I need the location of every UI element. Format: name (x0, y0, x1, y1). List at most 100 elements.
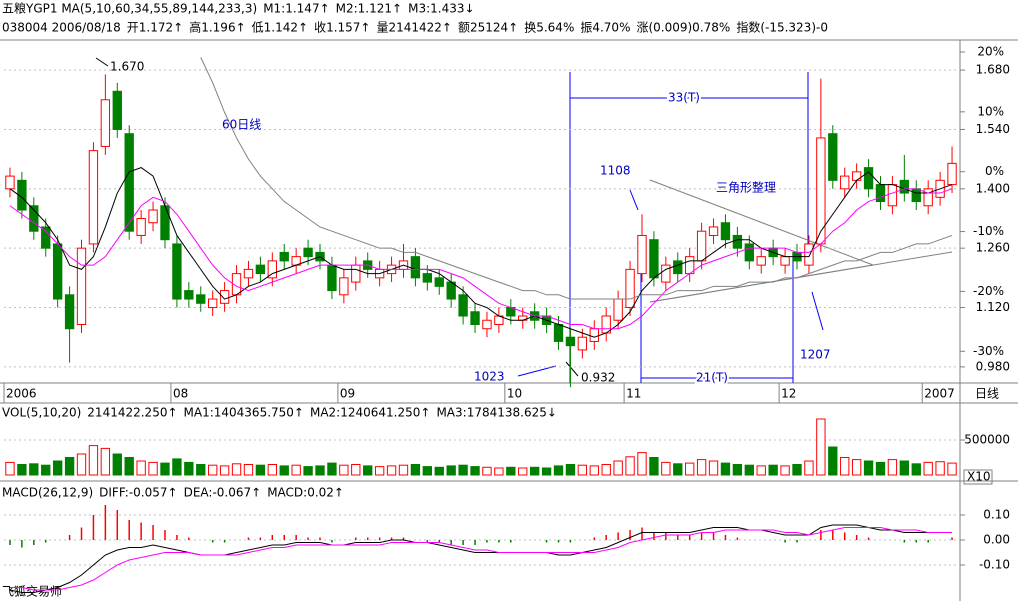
volume-bar (887, 459, 898, 476)
volume-bar (76, 453, 87, 476)
volume-bar (363, 465, 373, 476)
volume-bar (804, 460, 814, 476)
candle-body (5, 175, 15, 190)
volume-bar (625, 456, 635, 476)
header-item: M2:1.121↑ (336, 2, 402, 16)
indicator-label: MACD(26,12,9) (2, 486, 93, 500)
header-item: 五粮YGP1 MA(5,10,60,34,55,89,144,233,3) (2, 1, 257, 16)
volume-bar (5, 461, 15, 476)
candle-body (351, 264, 361, 283)
volume-bar (923, 461, 933, 476)
volume-bar (17, 464, 27, 476)
candle-body (64, 294, 75, 330)
scale-label: X10 (967, 470, 991, 484)
pattern-lines (95, 57, 953, 383)
candle-body (196, 294, 206, 304)
candle-body (589, 328, 599, 342)
x-tick-label: 2006 (6, 387, 37, 401)
y-tick-label: 1.680 (976, 63, 1010, 77)
candle-body (255, 264, 266, 275)
y-tick-label: 0.10 (983, 508, 1010, 522)
volume-bar (374, 466, 385, 476)
volume-bar (351, 464, 361, 476)
annotation: 三角形整理 (716, 180, 776, 195)
volume-bar (243, 464, 254, 476)
candle-body (41, 226, 51, 249)
y-tick-label: 1.120 (976, 300, 1010, 314)
volume-bar (875, 461, 886, 476)
candle-body (947, 162, 957, 186)
header-item: 换5.64% (524, 21, 574, 35)
candle-body (863, 167, 874, 190)
volume-bar (386, 465, 397, 476)
volume-bar (601, 464, 611, 476)
volume-bar (470, 466, 480, 476)
candle-body (816, 137, 826, 245)
volume-bar (410, 464, 421, 476)
volume-bar (184, 461, 194, 476)
volume-bar (840, 457, 850, 476)
indicator-label: DIFF:-0.057↑ (99, 486, 177, 500)
volume-bar (851, 459, 862, 476)
volume-bar (744, 464, 754, 476)
header-item: 振4.70% (580, 21, 630, 35)
volume-bar (160, 462, 170, 476)
candle-body (279, 251, 289, 262)
volume-bar (506, 466, 516, 476)
volume-bar (828, 446, 838, 476)
volume-bar (553, 465, 564, 476)
candle-body (17, 179, 27, 211)
candle-body (327, 264, 337, 292)
candle-body (88, 150, 99, 245)
y-tick-label: 0.980 (976, 359, 1010, 373)
x-tick-label: 11 (626, 387, 641, 401)
volume-bar (327, 462, 337, 476)
candle-body (923, 188, 933, 207)
footer: 飞狐交易师 (2, 584, 62, 599)
volume-bar (219, 465, 230, 476)
y-tick-label: -0.10 (979, 558, 1010, 572)
candle-body (673, 260, 683, 275)
volume-bar (88, 445, 99, 476)
candle-body (649, 239, 659, 279)
y-tick-label: 0.00 (983, 533, 1010, 547)
volume-bar (136, 460, 146, 476)
volume-bar (780, 465, 790, 476)
header-item: 收1.157↑ (314, 21, 370, 35)
volume-bar (899, 460, 910, 476)
volume-bar (64, 457, 75, 476)
x-axis-label: 日线 (975, 387, 999, 401)
annotation: 0.932 (581, 371, 615, 385)
candle-body (52, 243, 63, 300)
annotation: 60日线 (222, 118, 261, 132)
candle-body (112, 90, 122, 130)
candle-body (470, 311, 480, 325)
candle-body (148, 209, 158, 224)
volume-bar (434, 466, 444, 476)
y2-tick-label: 0% (985, 164, 1004, 178)
volume-bar (112, 453, 122, 476)
y2-tick-label: 10% (977, 104, 1004, 118)
candle-body (577, 336, 588, 351)
candle-body (804, 243, 814, 266)
indicator-line (9, 524, 953, 593)
y-tick-label: 500000 (964, 433, 1010, 447)
header-item: 开1.172↑ (127, 21, 183, 35)
candle-body (661, 264, 671, 283)
volume-bar (422, 466, 433, 476)
candle-body (29, 205, 39, 232)
volume-bar (315, 465, 325, 476)
volume-bar (458, 464, 468, 476)
y-tick-label: 1.260 (976, 241, 1010, 255)
candle-body (172, 243, 182, 300)
volume-bar (947, 462, 957, 476)
candle-body (219, 290, 230, 304)
volume-bar (100, 447, 111, 476)
volume-bar (696, 459, 707, 476)
candle-body (243, 268, 254, 279)
candle-body (458, 294, 468, 317)
volume-bar (255, 464, 266, 476)
volume-bar (398, 464, 409, 476)
annotation: 21(T) (696, 371, 728, 385)
candle-body (828, 133, 838, 181)
